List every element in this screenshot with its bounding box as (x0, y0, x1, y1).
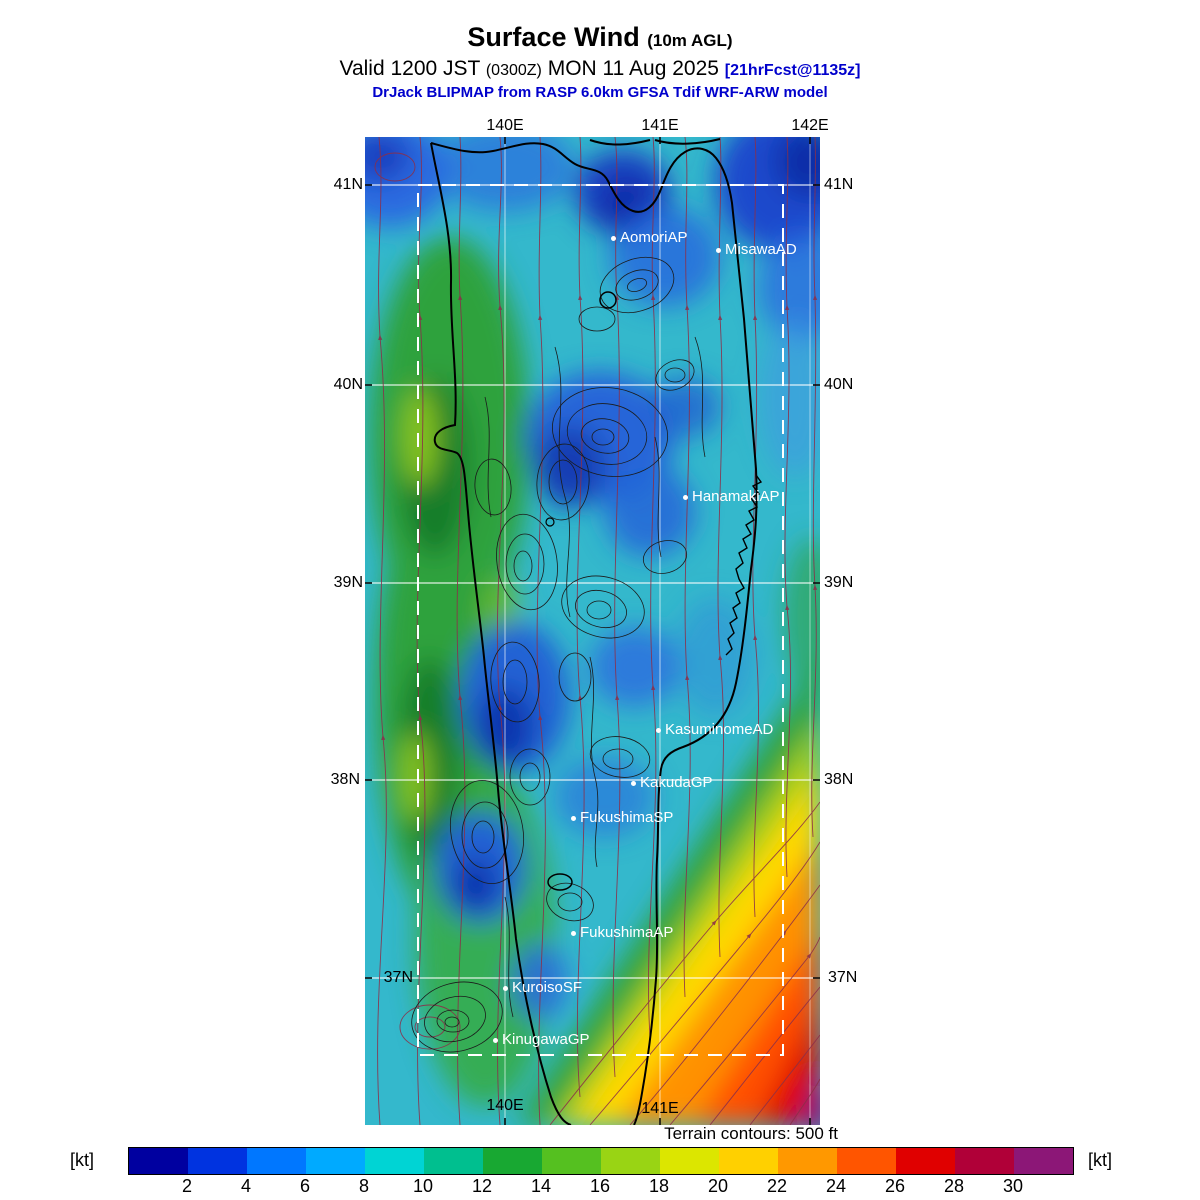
colorbar-segment (1014, 1148, 1073, 1174)
model-domain-boundary (417, 184, 784, 1056)
station-dot (716, 247, 721, 253)
colorbar-segment (778, 1148, 837, 1174)
axis-ticks (365, 137, 820, 1125)
station-label: KasuminomeAD (665, 721, 774, 738)
station-label: KakudaGP (640, 774, 713, 791)
station-dot (656, 727, 661, 733)
colorbar-tick-label: 28 (943, 1176, 965, 1196)
page-title: Surface Wind (10m AGL) (0, 22, 1200, 53)
lat-label-right-38n: 38N (824, 771, 854, 788)
title-agl-note: (10m AGL) (647, 31, 733, 50)
station-hanamaki-ap: HanamakiAP (683, 488, 780, 506)
title-main: Surface Wind (467, 22, 640, 52)
forecast-tag: [21hrFcst@1135z] (724, 62, 861, 79)
valid-time-line: Valid 1200 JST (0300Z) MON 11 Aug 2025 [… (0, 57, 1200, 81)
colorbar-tick-label: 20 (707, 1176, 729, 1196)
station-dot (683, 494, 688, 500)
wind-field-plot (365, 137, 820, 1125)
colorbar-tick-label: 12 (471, 1176, 493, 1196)
station-label: KuroisoSF (512, 979, 583, 996)
lat-label-right-40n: 40N (824, 376, 854, 393)
terrain-contours (411, 256, 706, 1053)
colorbar-tick-label: 18 (648, 1176, 670, 1196)
station-label: FukushimaSP (580, 809, 674, 826)
colorbar-segment (837, 1148, 896, 1174)
lon-label-top-141e: 141E (641, 117, 679, 134)
wind-streamlines (374, 137, 820, 1125)
coastline (430, 138, 763, 1125)
valid-date: MON 11 Aug 2025 (547, 57, 719, 80)
colorbar-segment (306, 1148, 365, 1174)
terrain-contours-note: Terrain contours: 500 ft (664, 1124, 838, 1143)
lon-label-bottom-141e: 141E (641, 1100, 679, 1117)
lat-label-left-39n: 39N (333, 574, 363, 591)
colorbar-tick-label: 2 (181, 1176, 193, 1196)
colorbar-tick-label: 10 (412, 1176, 434, 1196)
colorbar-segment (247, 1148, 306, 1174)
colorbar-tick-label: 8 (358, 1176, 370, 1196)
colorbar-tick-label: 26 (884, 1176, 906, 1196)
lat-label-right-37n: 37N (828, 969, 858, 986)
lat-label-left-37n: 37N (383, 969, 413, 986)
station-dot (503, 985, 508, 991)
colorbar-tick-label: 24 (825, 1176, 847, 1196)
station-label: FukushimaAP (580, 924, 674, 941)
colorbar-tick-label: 30 (1002, 1176, 1024, 1196)
lat-label-right-39n: 39N (824, 574, 854, 591)
station-label: KinugawaGP (502, 1031, 590, 1048)
station-label: HanamakiAP (692, 488, 780, 505)
colorbar-segment (955, 1148, 1014, 1174)
colorbar-tick-label: 16 (589, 1176, 611, 1196)
valid-zulu: (0300Z) (485, 62, 542, 79)
station-fukushima-sp: FukushimaSP (571, 809, 673, 827)
station-dot (571, 815, 576, 821)
lat-label-left-40n: 40N (333, 376, 363, 393)
station-aomori-ap: AomoriAP (611, 229, 688, 247)
valid-prefix: Valid 1200 JST (339, 57, 480, 80)
lon-label-top-142e: 142E (791, 117, 829, 134)
lon-label-bottom-140e: 140E (486, 1097, 524, 1114)
station-fukushima-ap: FukushimaAP (571, 924, 673, 942)
colorbar-ticks: 2 4 6 8 10 12 14 16 18 20 22 24 26 28 30 (128, 1176, 1072, 1198)
station-label: MisawaAD (725, 241, 797, 258)
station-kakuda-gp: KakudaGP (631, 774, 713, 792)
station-kuroiso-sf: KuroisoSF (503, 979, 582, 997)
lon-label-top-140e: 140E (486, 117, 524, 134)
station-kinugawa-gp: KinugawaGP (493, 1031, 590, 1049)
station-kasuminome-ad: KasuminomeAD (656, 721, 773, 739)
colorbar-segment (424, 1148, 483, 1174)
station-misawa-ad: MisawaAD (716, 241, 797, 259)
station-dot (493, 1037, 498, 1043)
station-label: AomoriAP (620, 229, 688, 246)
colorbar-segment (188, 1148, 247, 1174)
lat-label-right-41n: 41N (824, 176, 854, 193)
lat-label-left-41n: 41N (333, 176, 363, 193)
colorbar-tick-label: 4 (240, 1176, 252, 1196)
model-line: DrJack BLIPMAP from RASP 6.0km GFSA Tdif… (372, 84, 828, 101)
station-dot (611, 235, 616, 241)
wind-map (365, 137, 820, 1125)
colorbar-tick-label: 22 (766, 1176, 788, 1196)
colorbar-segment (719, 1148, 778, 1174)
colorbar-segment (542, 1148, 601, 1174)
colorbar-segment (601, 1148, 660, 1174)
colorbar-segment (660, 1148, 719, 1174)
colorbar-tick-label: 6 (299, 1176, 311, 1196)
colorbar-unit-left: [kt] (70, 1150, 95, 1170)
colorbar-unit-right: [kt] (1088, 1150, 1113, 1170)
colorbar-segment (483, 1148, 542, 1174)
station-dot (631, 780, 636, 786)
colorbar-segment (896, 1148, 955, 1174)
lat-label-left-38n: 38N (330, 771, 360, 788)
colorbar-tick-label: 14 (530, 1176, 552, 1196)
colorbar-segments (128, 1147, 1074, 1175)
colorbar-segment (129, 1148, 188, 1174)
colorbar-segment (365, 1148, 424, 1174)
station-dot (571, 930, 576, 936)
